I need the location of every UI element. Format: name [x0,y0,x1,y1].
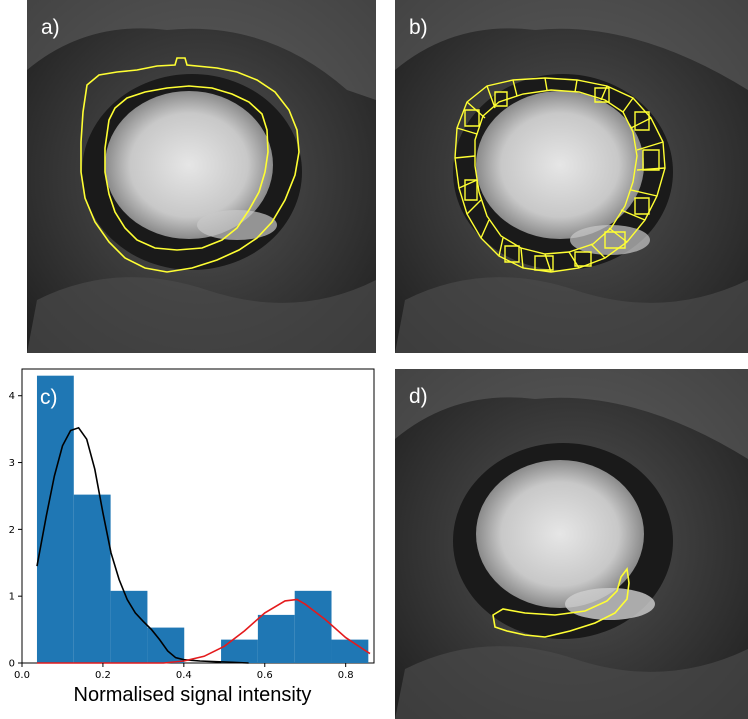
density-curve-red [37,598,371,664]
y-tick-label: 4 [9,391,15,402]
x-tick-label: 0.2 [95,670,111,681]
mri-image-a [27,0,376,353]
histogram-bar [294,590,332,663]
histogram-chart: 0.0 0.2 0.4 0.6 0.8 0 1 2 3 4 c) [9,368,375,681]
mri-image-b [395,0,748,353]
x-tick-label: 0.4 [176,670,192,681]
histogram-bar [147,627,185,663]
x-tick-label: 0.8 [338,670,354,681]
histogram-panel: 0.0 0.2 0.4 0.6 0.8 0 1 2 3 4 c) Normalised sign… [0,368,385,719]
histogram-bar [331,639,369,663]
histogram-bar [36,375,74,663]
y-tick-label: 3 [9,458,15,469]
histogram-bar [257,614,295,663]
mri-image-d [395,369,748,719]
y-tick-label: 2 [9,525,15,536]
panel-label-b: b) [409,16,428,39]
histogram-bar [221,639,258,663]
panel-label-c: c) [40,386,58,409]
panel-label-a: a) [41,16,60,39]
x-axis-label: Normalised signal intensity [73,684,312,706]
y-tick-label: 1 [9,592,15,603]
mri-panel-b: b) [395,0,748,353]
y-tick-label: 0 [9,659,15,670]
scar-contour [492,566,630,638]
mri-panel-d: d) [395,369,748,719]
x-tick-label: 0.0 [14,670,30,681]
mri-panel-a: a) [27,0,376,353]
panel-label-d: d) [409,385,428,408]
x-tick-label: 0.6 [257,670,273,681]
